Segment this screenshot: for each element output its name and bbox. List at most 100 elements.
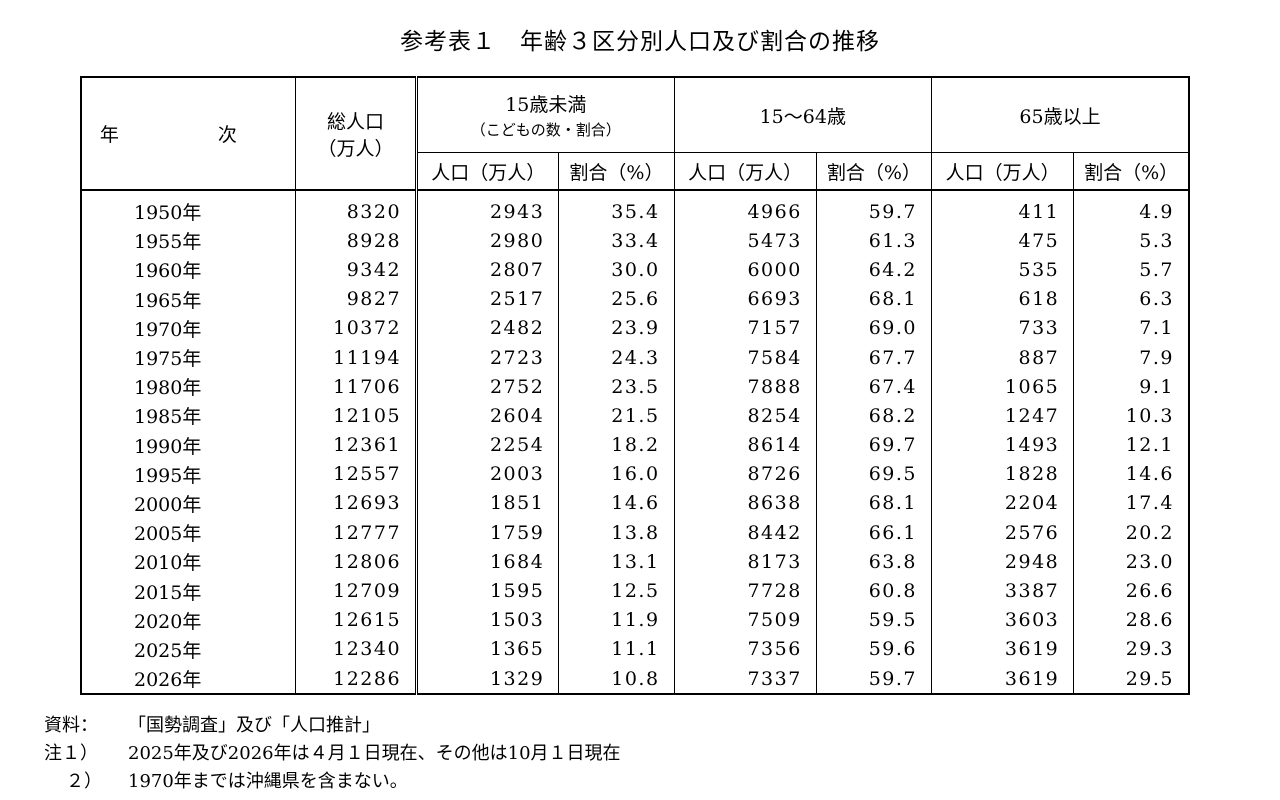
cell-pop-65plus: 2204: [931, 488, 1075, 519]
cell-pop-under15: 2980: [415, 226, 560, 256]
header-group-under15: 15歳未満 （こどもの数・割合）: [415, 76, 675, 153]
cell-pct-65plus: 7.9: [1073, 342, 1190, 373]
cell-pop-15-64: 8442: [673, 518, 817, 548]
cell-pop-15-64: 6000: [673, 255, 817, 285]
cell-total: 9827: [294, 284, 418, 314]
cell-total: 12777: [294, 518, 418, 548]
cell-pop-15-64: 8254: [673, 401, 817, 431]
cell-pop-15-64: 7584: [673, 342, 817, 373]
cell-pop-65plus: 411: [931, 190, 1075, 227]
header-pct-15-64: 割合（%）: [815, 152, 933, 191]
cell-total: 12105: [294, 401, 418, 431]
cell-pop-under15: 2517: [415, 284, 560, 314]
cell-pop-65plus: 1828: [931, 459, 1075, 489]
population-table: 年 次 総人口 （万人） 15歳未満 （こどもの数・割合） 15～64歳 65歳…: [80, 76, 1190, 696]
header-pop-15-64: 人口（万人）: [673, 152, 817, 191]
cell-pop-under15: 2807: [415, 255, 560, 285]
cell-pct-15-64: 59.6: [815, 634, 933, 664]
cell-pop-15-64: 8638: [673, 488, 817, 519]
note-2-label: ２）: [66, 771, 102, 792]
cell-pop-65plus: 1247: [931, 401, 1075, 431]
header-pct-65plus: 割合（%）: [1073, 152, 1190, 191]
table-body: 1950年 8320 2943 35.4 4966 59.7 411 4.9 1955年 8928…: [80, 190, 1190, 695]
cell-total: 11706: [294, 372, 418, 402]
cell-pct-15-64: 59.7: [815, 190, 933, 227]
header-group-under15-title: 15歳未満: [505, 94, 587, 116]
cell-total: 9342: [294, 255, 418, 285]
table-row: 1955年 8928 2980 33.4 5473 61.3 475 5.3: [80, 226, 1190, 256]
header-total-line2: （万人）: [317, 137, 394, 160]
cell-pct-15-64: 61.3: [815, 226, 933, 256]
cell-pop-65plus: 3387: [931, 576, 1075, 606]
cell-pop-15-64: 7356: [673, 634, 817, 664]
cell-total: 12340: [294, 634, 418, 664]
cell-pop-under15: 1595: [415, 576, 560, 606]
cell-pct-15-64: 68.1: [815, 284, 933, 314]
cell-pop-under15: 2604: [415, 401, 560, 431]
cell-pct-under15: 11.1: [558, 634, 675, 664]
cell-pop-under15: 2943: [415, 190, 560, 227]
header-pct-under15: 割合（%）: [558, 152, 675, 191]
cell-pct-15-64: 69.7: [815, 430, 933, 460]
cell-pop-65plus: 3603: [931, 605, 1075, 635]
cell-year: 1950年: [80, 190, 296, 227]
cell-pct-under15: 23.9: [558, 313, 675, 343]
cell-pop-under15: 1503: [415, 605, 560, 635]
cell-pct-15-64: 68.2: [815, 401, 933, 431]
cell-pct-15-64: 66.1: [815, 518, 933, 548]
cell-total: 12693: [294, 488, 418, 519]
cell-pct-under15: 14.6: [558, 488, 675, 519]
cell-pct-15-64: 69.5: [815, 459, 933, 489]
note-source-text: 「国勢調査」及び「人口推計」: [128, 715, 380, 736]
table-row: 1950年 8320 2943 35.4 4966 59.7 411 4.9: [80, 190, 1190, 227]
cell-pct-65plus: 7.1: [1073, 313, 1190, 343]
cell-pop-15-64: 4966: [673, 190, 817, 227]
cell-pct-under15: 25.6: [558, 284, 675, 314]
cell-pop-65plus: 618: [931, 284, 1075, 314]
cell-pct-under15: 12.5: [558, 576, 675, 606]
cell-pop-under15: 2254: [415, 430, 560, 460]
cell-year: 2020年: [80, 605, 296, 635]
cell-year: 1985年: [80, 401, 296, 431]
cell-pop-15-64: 8726: [673, 459, 817, 489]
cell-pct-65plus: 9.1: [1073, 372, 1190, 402]
cell-year: 2015年: [80, 576, 296, 606]
cell-pop-15-64: 8614: [673, 430, 817, 460]
cell-pct-under15: 13.1: [558, 547, 675, 577]
cell-pct-15-64: 60.8: [815, 576, 933, 606]
cell-pop-65plus: 1065: [931, 372, 1075, 402]
cell-pop-15-64: 7337: [673, 664, 817, 695]
cell-pop-65plus: 733: [931, 313, 1075, 343]
cell-pct-under15: 33.4: [558, 226, 675, 256]
cell-pct-15-64: 64.2: [815, 255, 933, 285]
cell-total: 12709: [294, 576, 418, 606]
cell-pct-under15: 11.9: [558, 605, 675, 635]
cell-pop-15-64: 6693: [673, 284, 817, 314]
table-row: 2020年 12615 1503 11.9 7509 59.5 3603 28.6: [80, 605, 1190, 635]
notes: 資料： 「国勢調査」及び「人口推計」 注１） 2025年及び2026年は４月１日…: [44, 712, 621, 796]
cell-total: 8320: [294, 190, 418, 227]
note-2: ２） 1970年までは沖縄県を含まない。: [44, 768, 621, 796]
cell-pop-under15: 1684: [415, 547, 560, 577]
cell-year: 1960年: [80, 255, 296, 285]
cell-total: 12557: [294, 459, 418, 489]
cell-year: 1965年: [80, 284, 296, 314]
cell-year: 1955年: [80, 226, 296, 256]
cell-pct-65plus: 14.6: [1073, 459, 1190, 489]
table-row: 2025年 12340 1365 11.1 7356 59.6 3619 29.3: [80, 634, 1190, 664]
cell-pct-under15: 24.3: [558, 342, 675, 373]
cell-year: 2005年: [80, 518, 296, 548]
header-group-15-64: 15～64歳: [673, 76, 933, 153]
header-group-65plus: 65歳以上: [931, 76, 1190, 153]
cell-pop-65plus: 2948: [931, 547, 1075, 577]
cell-total: 12806: [294, 547, 418, 577]
cell-pct-under15: 18.2: [558, 430, 675, 460]
cell-year: 2025年: [80, 634, 296, 664]
table-row: 1990年 12361 2254 18.2 8614 69.7 1493 12.1: [80, 430, 1190, 460]
cell-pop-65plus: 475: [931, 226, 1075, 256]
cell-pct-65plus: 23.0: [1073, 547, 1190, 577]
cell-pct-65plus: 5.7: [1073, 255, 1190, 285]
cell-pct-under15: 23.5: [558, 372, 675, 402]
cell-pct-65plus: 17.4: [1073, 488, 1190, 519]
header-year: 年 次: [80, 76, 296, 191]
